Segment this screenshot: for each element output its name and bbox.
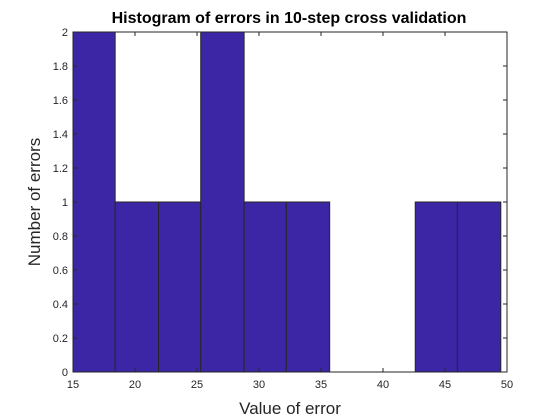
- y-tick-label: 1.2: [53, 163, 68, 175]
- x-tick-label: 30: [253, 379, 265, 391]
- x-tick-label: 25: [191, 379, 203, 391]
- x-tick-label: 50: [501, 379, 513, 391]
- y-tick-label: 0.8: [53, 231, 68, 243]
- y-tick-label: 1.8: [53, 61, 68, 73]
- y-tick-label: 2: [62, 27, 68, 39]
- histogram-bar: [200, 31, 245, 373]
- histogram-bar: [114, 201, 160, 373]
- y-tick-label: 0.6: [53, 265, 68, 277]
- y-tick-label: 1.6: [53, 95, 68, 107]
- x-tick-label: 35: [315, 379, 327, 391]
- x-axis-label: Value of error: [239, 399, 341, 418]
- y-tick-label: 0: [62, 367, 68, 379]
- y-tick-label: 1.4: [53, 129, 68, 141]
- histogram-bar: [72, 31, 116, 373]
- histogram-bar: [285, 201, 331, 373]
- x-tick-label: 15: [67, 379, 79, 391]
- histogram-bar: [243, 201, 287, 373]
- x-tick-label: 45: [439, 379, 451, 391]
- x-tick-label: 20: [129, 379, 141, 391]
- chart-title: Histogram of errors in 10-step cross val…: [112, 10, 467, 27]
- y-tick-label: 1: [62, 197, 68, 209]
- y-axis-label: Number of errors: [25, 138, 44, 266]
- x-tick-label: 40: [377, 379, 389, 391]
- histogram-bar: [158, 201, 202, 373]
- histogram-bar: [414, 201, 458, 373]
- y-tick-label: 0.4: [53, 299, 68, 311]
- y-tick-label: 0.2: [53, 333, 68, 345]
- histogram-bar: [456, 201, 502, 373]
